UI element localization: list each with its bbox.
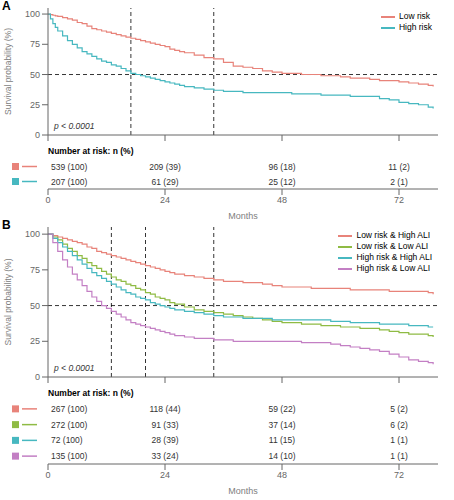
- svg-text:0: 0: [35, 130, 40, 140]
- svg-text:Months: Months: [228, 211, 258, 219]
- html-text:B: B: [2, 218, 11, 232]
- html-text:Number at risk: n (%): Number at risk: n (%): [48, 388, 134, 398]
- html-text:High risk: High risk: [398, 22, 432, 32]
- svg-text:6 (2): 6 (2): [390, 420, 408, 430]
- svg-text:75: 75: [30, 265, 40, 275]
- svg-text:Survival probability (%): Survival probability (%): [8, 258, 13, 345]
- svg-text:11 (2): 11 (2): [388, 162, 410, 172]
- svg-text:0: 0: [45, 470, 50, 480]
- svg-text:37 (14): 37 (14): [269, 420, 296, 430]
- svg-text:14 (10): 14 (10): [269, 451, 296, 461]
- svg-text:539 (100): 539 (100): [51, 162, 88, 172]
- svg-text:24: 24: [160, 470, 170, 480]
- svg-text:50: 50: [30, 301, 40, 311]
- html-text:Number at risk: n (%): Number at risk: n (%): [48, 146, 134, 156]
- svg-text:28 (39): 28 (39): [152, 435, 179, 445]
- svg-text:100: 100: [25, 229, 40, 239]
- svg-text:p < 0.0001: p < 0.0001: [53, 363, 95, 373]
- svg-text:72 (100): 72 (100): [51, 435, 83, 445]
- svg-text:0: 0: [35, 372, 40, 382]
- svg-text:p < 0.0001: p < 0.0001: [53, 121, 95, 131]
- svg-text:Survival probability (%): Survival probability (%): [8, 28, 13, 115]
- html-text:High risk & Low ALI: High risk & Low ALI: [356, 263, 431, 273]
- svg-text:59 (22): 59 (22): [269, 404, 296, 414]
- svg-text:25: 25: [30, 100, 40, 110]
- svg-text:48: 48: [277, 195, 287, 205]
- html-text:A: A: [2, 0, 11, 13]
- svg-text:61 (29): 61 (29): [152, 177, 179, 187]
- svg-text:25 (12): 25 (12): [269, 177, 296, 187]
- svg-text:25: 25: [30, 336, 40, 346]
- svg-text:75: 75: [30, 39, 40, 49]
- svg-text:1 (1): 1 (1): [390, 451, 408, 461]
- svg-text:48: 48: [277, 470, 287, 480]
- svg-text:5 (2): 5 (2): [390, 404, 408, 414]
- html-text:Low risk & High ALI: Low risk & High ALI: [356, 230, 431, 240]
- svg-text:1 (1): 1 (1): [390, 435, 408, 445]
- svg-text:72: 72: [394, 195, 404, 205]
- html-text:Low risk: Low risk: [398, 11, 431, 21]
- svg-text:96 (18): 96 (18): [269, 162, 296, 172]
- svg-text:207 (100): 207 (100): [51, 177, 88, 187]
- svg-text:0: 0: [45, 195, 50, 205]
- svg-text:209 (39): 209 (39): [149, 162, 181, 172]
- svg-text:72: 72: [394, 470, 404, 480]
- svg-text:2 (1): 2 (1): [390, 177, 408, 187]
- svg-text:Months: Months: [228, 486, 258, 494]
- svg-text:91 (33): 91 (33): [152, 420, 179, 430]
- html-text:Low risk & Low ALI: Low risk & Low ALI: [356, 241, 429, 251]
- svg-text:272 (100): 272 (100): [51, 420, 88, 430]
- svg-text:135 (100): 135 (100): [51, 451, 88, 461]
- svg-text:11 (15): 11 (15): [269, 435, 295, 445]
- svg-text:24: 24: [160, 195, 170, 205]
- svg-text:33 (24): 33 (24): [152, 451, 179, 461]
- svg-text:118 (44): 118 (44): [149, 404, 180, 414]
- svg-text:100: 100: [25, 9, 40, 19]
- svg-text:50: 50: [30, 70, 40, 80]
- html-text:High risk & High ALI: High risk & High ALI: [356, 252, 432, 262]
- svg-text:267 (100): 267 (100): [51, 404, 88, 414]
